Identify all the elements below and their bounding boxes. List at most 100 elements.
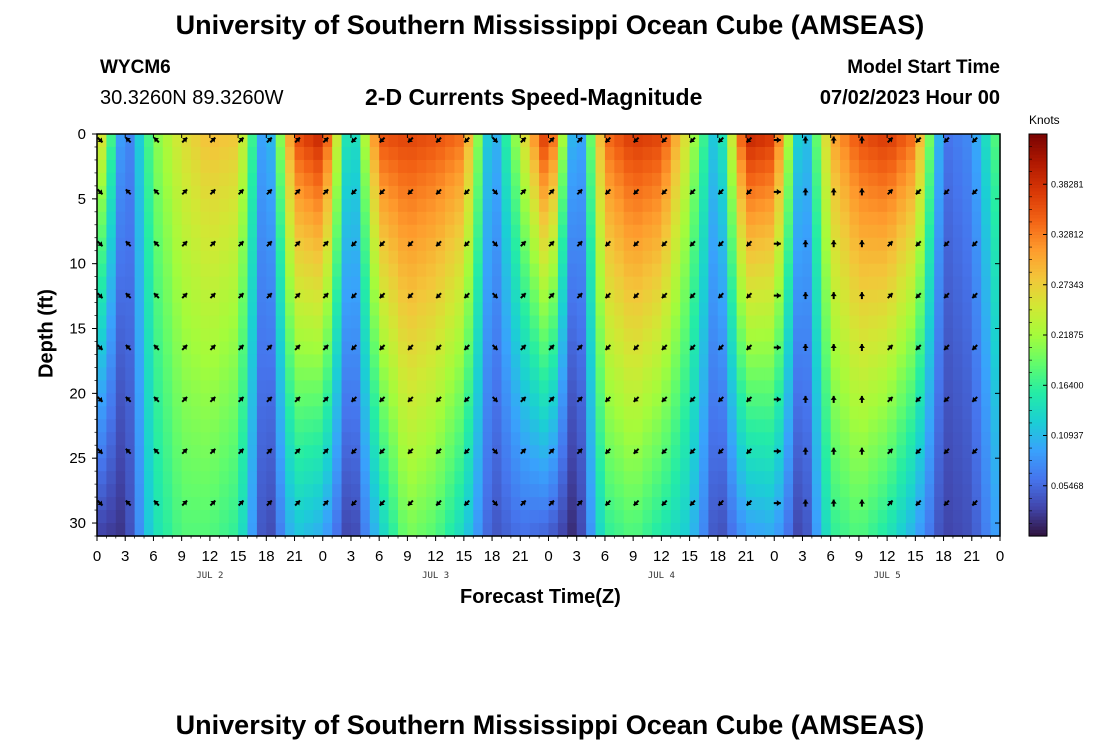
heatmap-cell — [934, 276, 945, 291]
current-arrow — [773, 448, 781, 455]
heatmap-cell — [266, 354, 277, 369]
heatmap-cell — [943, 341, 954, 356]
heatmap-cell — [520, 146, 531, 161]
heatmap-cell — [209, 419, 220, 433]
heatmap-cell — [332, 276, 343, 291]
colorbar-segment — [1029, 251, 1047, 256]
heatmap-cell — [285, 445, 296, 459]
colorbar-segment — [1029, 304, 1047, 309]
current-arrow — [632, 240, 640, 247]
heatmap-cell — [614, 237, 625, 252]
heatmap-cell — [313, 367, 324, 381]
heatmap-cell — [350, 367, 361, 381]
heatmap-cell — [670, 354, 681, 369]
heatmap-cell — [200, 328, 211, 343]
heatmap-cell — [97, 432, 108, 446]
x-tick-label: 21 — [738, 548, 755, 565]
heatmap-cell — [332, 159, 343, 174]
heatmap-cell — [943, 497, 954, 511]
heatmap-cell — [379, 380, 390, 394]
heatmap-cell — [153, 146, 164, 161]
heatmap-cell — [454, 250, 465, 265]
heatmap-cell — [200, 510, 211, 524]
heatmap-cell — [764, 237, 775, 252]
heatmap-cell — [934, 198, 945, 213]
heatmap-cell — [614, 315, 625, 330]
colorbar-segment — [1029, 137, 1047, 142]
current-arrow — [830, 395, 837, 403]
arrow-head — [492, 345, 498, 350]
current-arrow — [125, 344, 132, 351]
heatmap-cell — [416, 406, 427, 420]
heatmap-cell — [209, 302, 220, 317]
colorbar-segment — [1029, 519, 1047, 524]
x-tick-label: 9 — [177, 548, 185, 565]
heatmap-cell — [219, 250, 230, 265]
heatmap-cell — [275, 185, 286, 200]
heatmap-cell — [501, 315, 512, 330]
arrow-head — [802, 499, 809, 504]
heatmap-cell — [557, 471, 568, 485]
heatmap-cell — [125, 250, 136, 265]
arrow-head — [266, 500, 272, 506]
heatmap-cell — [144, 224, 155, 239]
heatmap-cell — [97, 211, 108, 226]
arrow-head — [972, 241, 978, 247]
colorbar-segment — [1029, 351, 1047, 356]
heatmap-cell — [322, 523, 333, 537]
heatmap-cell — [651, 172, 662, 187]
heatmap-cell — [661, 484, 672, 498]
heatmap-cell — [962, 380, 973, 394]
current-arrow — [971, 136, 978, 144]
heatmap-cell — [849, 263, 860, 278]
heatmap-cell — [294, 198, 305, 213]
heatmap-cell — [727, 432, 738, 446]
heatmap-cell — [125, 419, 136, 433]
current-arrow — [886, 188, 894, 196]
current-arrow — [802, 447, 809, 455]
heatmap-cell — [520, 198, 531, 213]
heatmap-cell — [840, 250, 851, 265]
heatmap-cell — [482, 328, 493, 343]
heatmap-cell — [172, 211, 183, 226]
heatmap-cell — [125, 458, 136, 472]
heatmap-cell — [191, 315, 202, 330]
heatmap-cell — [567, 328, 578, 343]
heatmap-cell — [896, 445, 907, 459]
heatmap-cell — [802, 211, 813, 226]
heatmap-cell — [473, 134, 484, 148]
heatmap-cell — [651, 224, 662, 239]
heatmap-cell — [482, 484, 493, 498]
heatmap-cell — [586, 445, 597, 459]
heatmap-cell — [492, 419, 503, 433]
heatmap-cell — [576, 367, 587, 381]
heatmap-cell — [586, 354, 597, 369]
heatmap-cell — [915, 302, 926, 317]
heatmap-cell — [868, 289, 879, 304]
heatmap-cell — [793, 185, 804, 200]
heatmap-cell — [388, 354, 399, 369]
heatmap-cell — [651, 315, 662, 330]
heatmap-cell — [868, 237, 879, 252]
heatmap-cell — [398, 328, 409, 343]
heatmap-cell — [755, 406, 766, 420]
heatmap-cell — [435, 185, 446, 200]
heatmap-cell — [97, 523, 108, 537]
heatmap-cell — [303, 393, 314, 407]
heatmap-cell — [125, 211, 136, 226]
current-arrow — [322, 292, 329, 299]
heatmap-cell — [501, 211, 512, 226]
heatmap-cell — [699, 172, 710, 187]
heatmap-cell — [821, 393, 832, 407]
heatmap-cell — [247, 302, 258, 317]
heatmap-cell — [858, 198, 869, 213]
heatmap-cell — [774, 354, 785, 369]
colorbar-segment — [1029, 529, 1047, 534]
heatmap-cell — [379, 523, 390, 537]
heatmap-cell — [915, 276, 926, 291]
heatmap-cell — [905, 510, 916, 524]
heatmap-cell — [106, 250, 117, 265]
heatmap-cell — [426, 484, 437, 498]
heatmap-cell — [332, 484, 343, 498]
heatmap-cell — [379, 406, 390, 420]
